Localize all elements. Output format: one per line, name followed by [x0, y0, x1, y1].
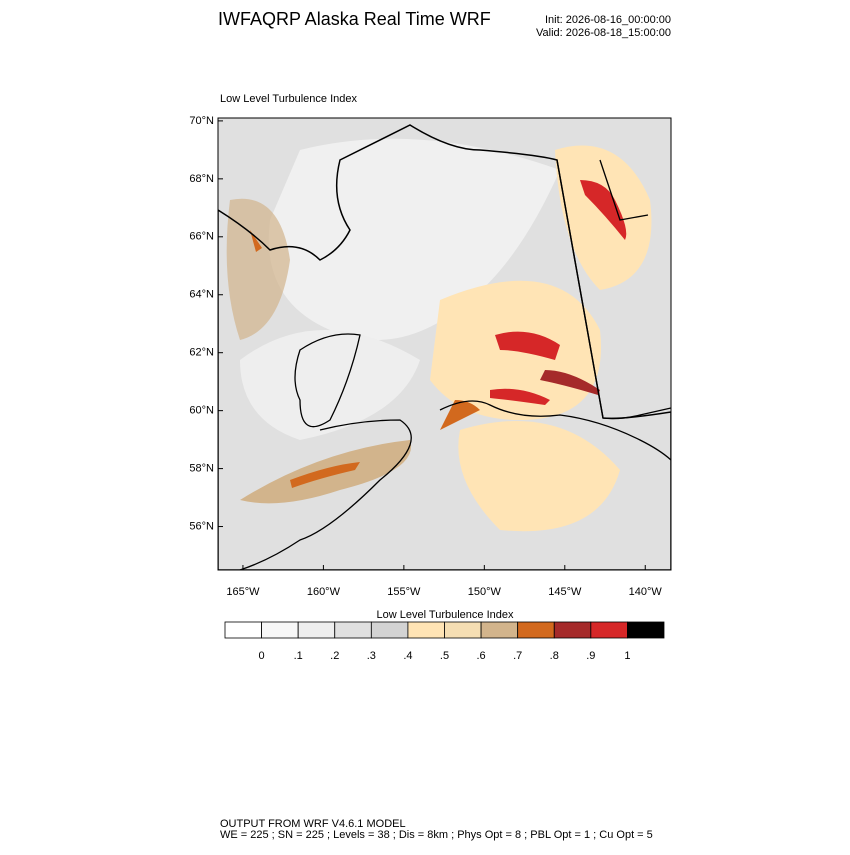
- colorbar-box: [627, 621, 665, 639]
- colorbar-label: .7: [513, 650, 522, 662]
- y-tick-label: 70°N: [189, 115, 214, 127]
- footer-line: OUTPUT FROM WRF V4.6.1 MODEL: [220, 818, 406, 830]
- y-tick-label: 64°N: [189, 289, 214, 301]
- colorbar-label: .4: [403, 650, 412, 662]
- x-tick-label: 160°W: [307, 586, 341, 598]
- colorbar-box: [444, 621, 482, 639]
- map-field: [218, 118, 671, 570]
- colorbar-label: .3: [367, 650, 376, 662]
- colorbar-label: .6: [476, 650, 485, 662]
- colorbar-box: [517, 621, 555, 639]
- colorbar-box: [407, 621, 445, 639]
- colorbar-label: .1: [294, 650, 303, 662]
- y-tick-label: 58°N: [189, 462, 214, 474]
- colorbar-label: .9: [586, 650, 595, 662]
- y-tick-label: 60°N: [189, 405, 214, 417]
- colorbar-box: [590, 621, 628, 639]
- map-title: Low Level Turbulence Index: [220, 93, 357, 105]
- colorbar-label: .8: [550, 650, 559, 662]
- colorbar-label: .5: [440, 650, 449, 662]
- colorbar-box: [334, 621, 372, 639]
- y-tick-label: 62°N: [189, 347, 214, 359]
- map-frame: [217, 117, 672, 571]
- footer-line: WE = 225 ; SN = 225 ; Levels = 38 ; Dis …: [220, 829, 653, 841]
- colorbar-box: [224, 621, 262, 639]
- x-tick-label: 155°W: [387, 586, 421, 598]
- colorbar-box: [370, 621, 409, 639]
- y-tick-label: 56°N: [189, 520, 214, 532]
- colorbar-label: 1: [624, 650, 630, 662]
- valid-time: Valid: 2026-08-18_15:00:00: [536, 27, 671, 39]
- x-tick-label: 140°W: [629, 586, 663, 598]
- colorbar-box: [480, 621, 519, 639]
- colorbar-label: .2: [330, 650, 339, 662]
- y-tick-label: 66°N: [189, 231, 214, 243]
- x-tick-label: 150°W: [468, 586, 502, 598]
- title: IWFAQRP Alaska Real Time WRF: [218, 9, 491, 29]
- colorbar-box: [297, 621, 336, 639]
- y-tick-label: 68°N: [189, 173, 214, 185]
- init-time: Init: 2026-08-16_00:00:00: [545, 14, 671, 26]
- colorbar-title: Low Level Turbulence Index: [377, 609, 514, 621]
- colorbar-label: 0: [259, 650, 265, 662]
- colorbar-box: [553, 621, 592, 639]
- x-tick-label: 165°W: [226, 586, 260, 598]
- colorbar-box: [261, 621, 299, 639]
- x-tick-label: 145°W: [548, 586, 582, 598]
